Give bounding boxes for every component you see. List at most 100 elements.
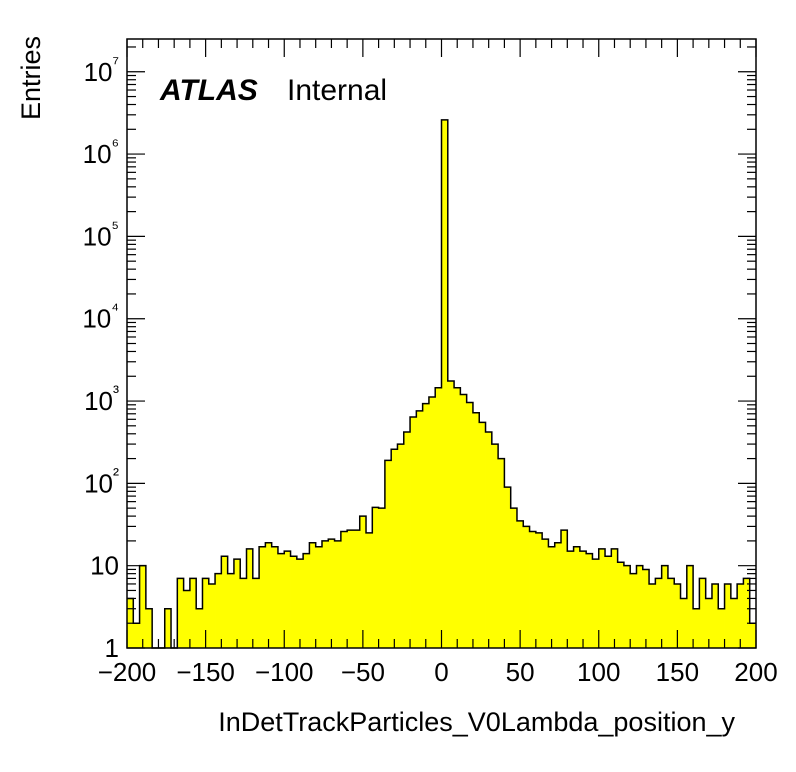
histogram-bin <box>215 573 222 648</box>
histogram-bin <box>554 542 562 648</box>
histogram-bin <box>227 573 235 648</box>
histogram-bin <box>649 583 656 648</box>
y-tick-label: 10² <box>84 464 119 498</box>
histogram-bin <box>410 416 417 648</box>
histogram-bin <box>630 573 637 648</box>
y-tick-label: 1 <box>105 633 119 663</box>
internal-label: Internal <box>287 74 387 107</box>
histogram-bin <box>561 530 568 648</box>
x-tick-label: −150 <box>176 657 235 687</box>
histogram-bin <box>699 578 707 648</box>
histogram-bin <box>579 551 587 648</box>
histogram-bin <box>366 532 373 648</box>
histogram-outline <box>127 119 756 649</box>
histogram-bin <box>391 449 398 648</box>
y-tick-labels: 1 10 10² 10³ 10⁴ 10⁵ 10⁶ 10⁷ <box>82 53 119 663</box>
histogram-bin <box>724 583 732 648</box>
histogram-bin <box>516 520 524 648</box>
histogram-bin <box>441 119 449 648</box>
histogram-bin <box>164 608 172 648</box>
histogram-bin <box>605 556 612 648</box>
histogram-bin <box>315 546 323 648</box>
histogram-bin <box>479 422 486 648</box>
histogram-bin <box>567 551 574 648</box>
histogram-bin <box>472 412 480 648</box>
histogram-bin <box>145 608 153 648</box>
histogram-bin <box>686 565 694 648</box>
y-tick-label: 10⁴ <box>82 300 119 334</box>
histogram-bin <box>693 608 700 648</box>
histogram-bin <box>347 530 354 648</box>
histogram-bin <box>535 532 543 648</box>
histogram-bin <box>321 540 329 648</box>
histogram-bin <box>359 516 367 648</box>
atlas-label: ATLAS <box>159 74 258 107</box>
x-tick-label: 0 <box>434 657 448 687</box>
histogram-bin <box>743 578 751 648</box>
histogram-bin <box>277 553 285 648</box>
x-tick-labels: −200 −150 −100 −50 0 50 100 150 200 <box>98 657 778 687</box>
histogram-bin <box>611 548 619 648</box>
histogram-bin <box>353 530 361 648</box>
histogram-bin <box>642 569 650 648</box>
histogram-bin <box>403 432 411 648</box>
histogram-bin <box>523 526 530 648</box>
histogram-bin <box>328 539 335 648</box>
x-tick-label: −50 <box>341 657 385 687</box>
histogram-bin <box>447 381 455 648</box>
x-tick-label: 150 <box>656 657 699 687</box>
histogram-bin <box>485 432 493 648</box>
histogram-bin <box>422 403 430 648</box>
histogram-bin <box>705 598 713 648</box>
histogram-bin <box>718 608 725 648</box>
histogram-bin <box>221 556 229 648</box>
histogram-bin <box>592 559 600 648</box>
histogram-bin <box>428 396 436 648</box>
histogram-bin <box>372 507 379 648</box>
histogram-bin <box>340 531 348 648</box>
histogram-bin <box>303 553 310 648</box>
y-tick-label: 10 <box>90 551 119 581</box>
histogram-bin <box>139 565 147 648</box>
histogram-bin <box>397 444 405 648</box>
x-tick-label: 200 <box>734 657 777 687</box>
histogram-bin <box>290 556 298 648</box>
histogram-bin <box>177 578 185 648</box>
x-tick-label: 50 <box>506 657 535 687</box>
histogram-bin <box>542 539 549 648</box>
histogram-bin <box>674 583 681 648</box>
histogram-bin <box>454 387 461 648</box>
histogram-bin <box>384 460 392 648</box>
histogram-bin <box>504 487 512 648</box>
y-axis-title: Entries <box>16 36 46 120</box>
histogram-bin <box>466 402 474 648</box>
histogram-bin <box>667 578 675 648</box>
x-tick-label: −100 <box>255 657 314 687</box>
histogram-bin <box>617 562 625 648</box>
histogram-bin <box>202 578 210 648</box>
histogram-bars <box>127 119 757 648</box>
histogram-bin <box>510 508 518 648</box>
x-tick-label: −200 <box>98 657 157 687</box>
histogram-bin <box>208 583 216 648</box>
histogram-bin <box>133 623 140 648</box>
histogram-bin <box>183 590 191 648</box>
histogram-bin <box>586 553 593 648</box>
histogram-bin <box>730 598 738 648</box>
histogram-bin <box>623 565 631 648</box>
histogram-bin <box>271 546 279 648</box>
y-tick-label: 10⁶ <box>83 135 119 169</box>
histogram-bin <box>498 458 505 648</box>
histogram-bin <box>265 542 273 648</box>
histogram-bin <box>460 394 468 648</box>
histogram-bin <box>680 598 688 648</box>
histogram-bin <box>259 546 266 648</box>
histogram-bin <box>334 540 342 648</box>
histogram-bin <box>655 578 663 648</box>
histogram-bin <box>491 444 499 648</box>
y-tick-label: 10³ <box>84 382 119 416</box>
histogram-bin <box>240 578 247 648</box>
histogram-bin <box>711 583 719 648</box>
x-tick-label: 100 <box>577 657 620 687</box>
